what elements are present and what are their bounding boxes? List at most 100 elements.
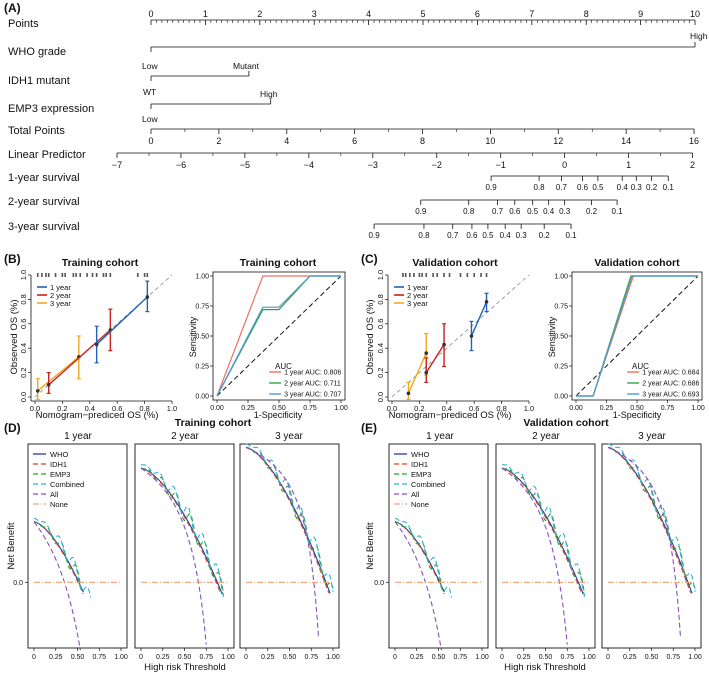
legend-label: 2 year [50, 291, 71, 300]
legend-label: IDH1 [50, 460, 67, 469]
panel-label-e: (E) [361, 421, 377, 435]
y-tick-label: 0.6 [19, 319, 28, 329]
x-tick-label: 0.2 [414, 404, 424, 413]
calibration-point [424, 351, 429, 355]
rug-mark [41, 273, 43, 277]
dca-curve [607, 446, 682, 638]
dca-curve [140, 467, 225, 595]
x-tick-label: 0 [139, 654, 143, 661]
x-tick-label: 1.00 [475, 654, 489, 661]
chance-line [216, 275, 342, 397]
rug-mark [421, 273, 423, 277]
x-tick-label: 0.75 [453, 654, 467, 661]
y-tick-label: 0.0 [19, 392, 28, 402]
dca-training-title: Training cohort [175, 417, 252, 429]
row-label-idh1: IDH1 mutant [8, 75, 70, 87]
calibration-line [48, 329, 111, 386]
legend-label: WHO [411, 450, 429, 459]
x-tick-label: 0.25 [600, 405, 614, 412]
survival-tick-label: 0.4 [617, 183, 629, 192]
facet-frame [601, 443, 702, 649]
rug-mark [75, 273, 77, 277]
rug-mark [136, 273, 139, 277]
rug-mark [143, 273, 146, 277]
legend-label: None [411, 500, 429, 509]
survival-tick-label: 0.2 [539, 231, 551, 240]
rug-mark [485, 273, 488, 277]
dca-curve [394, 521, 444, 593]
legend-label: EMP3 [50, 470, 70, 479]
row-label-total: Total Points [8, 125, 65, 137]
calibration-point [469, 334, 474, 338]
dca-curve [33, 521, 84, 595]
y-tick-label: 1.0 [19, 270, 28, 280]
total-tick-label: 10 [485, 136, 495, 146]
calib-training-xlabel: Nomogram−prediced OS (%) [36, 410, 159, 421]
legend-label: EMP3 [411, 470, 431, 479]
x-tick-label: 0.8 [139, 404, 149, 413]
dca-curve [140, 467, 207, 645]
legend-label: 1 year [50, 283, 71, 292]
points-tick-label: 2 [257, 9, 262, 19]
x-tick-label: 1.0 [524, 404, 534, 413]
x-tick-label: 0.75 [560, 654, 574, 661]
dca-curve [501, 467, 568, 645]
x-tick-label: 0.50 [432, 654, 446, 661]
roc-training-title: Training cohort [240, 257, 317, 269]
x-tick-label: 0 [606, 654, 610, 661]
x-tick-label: 0.75 [666, 654, 680, 661]
chance-line [575, 275, 699, 397]
row-label-lp: Linear Predictor [8, 149, 86, 161]
legend-label: WHO [50, 450, 68, 459]
row-label-surv1: 1-year survival [8, 172, 80, 184]
x-tick-label: 0 [32, 654, 36, 661]
survival-tick-label: 0.6 [577, 183, 589, 192]
x-tick-label: 0.25 [261, 654, 275, 661]
x-tick-label: 0.6 [112, 404, 122, 413]
dca-curve [33, 517, 92, 598]
row-label-points: Points [8, 18, 39, 30]
survival-tick-label: 0.4 [543, 207, 555, 216]
row-label-who: WHO grade [8, 46, 66, 58]
y-tick-label: 0.50 [195, 334, 209, 341]
panel-label-c: (C) [361, 252, 378, 266]
x-tick-label: 0.25 [49, 654, 63, 661]
row-label-surv3: 3-year survival [8, 221, 80, 233]
y-tick-label: 1.0 [376, 270, 385, 280]
total-tick-label: 14 [621, 136, 631, 146]
rug-mark [36, 273, 39, 277]
rug-mark [61, 273, 64, 277]
dca-curve [33, 521, 81, 651]
rug-mark [418, 273, 421, 277]
x-tick-label: 0 [244, 654, 248, 661]
panel-label-b: (B) [4, 252, 21, 266]
x-tick-label: 0.50 [630, 405, 644, 412]
points-tick-label: 8 [584, 9, 589, 19]
dca-training-ylabel: Net Benefit [6, 522, 17, 569]
dca-curve [245, 446, 331, 594]
rug-mark [413, 273, 415, 277]
row-label-surv2: 2-year survival [8, 196, 80, 208]
points-tick-label: 9 [638, 9, 643, 19]
panel-label-d: (D) [4, 421, 21, 435]
roc-validation-title: Validation cohort [594, 257, 680, 269]
dca-validation-title: Validation cohort [523, 417, 609, 429]
lp-tick-label: −5 [240, 160, 250, 170]
calibration-point [35, 389, 40, 393]
rug-mark [91, 273, 94, 277]
legend-label: IDH1 [411, 460, 428, 469]
calibration-point [94, 342, 99, 347]
emp3-low-label: Low [142, 114, 158, 124]
legend-label: 3 year [407, 299, 428, 308]
rug-mark [448, 273, 451, 277]
rug-mark [425, 273, 428, 277]
total-tick-label: 4 [284, 136, 289, 146]
calibration-line [425, 344, 445, 373]
rug-mark [109, 273, 112, 277]
survival-tick-label: 0.5 [527, 207, 539, 216]
y-tick-label: 0.8 [376, 294, 385, 304]
total-tick-label: 0 [148, 136, 153, 146]
nomogram: Points WHO grade IDH1 mutant EMP3 expres… [8, 9, 708, 240]
roc-training-ylabel: Sensitivity [188, 316, 198, 357]
